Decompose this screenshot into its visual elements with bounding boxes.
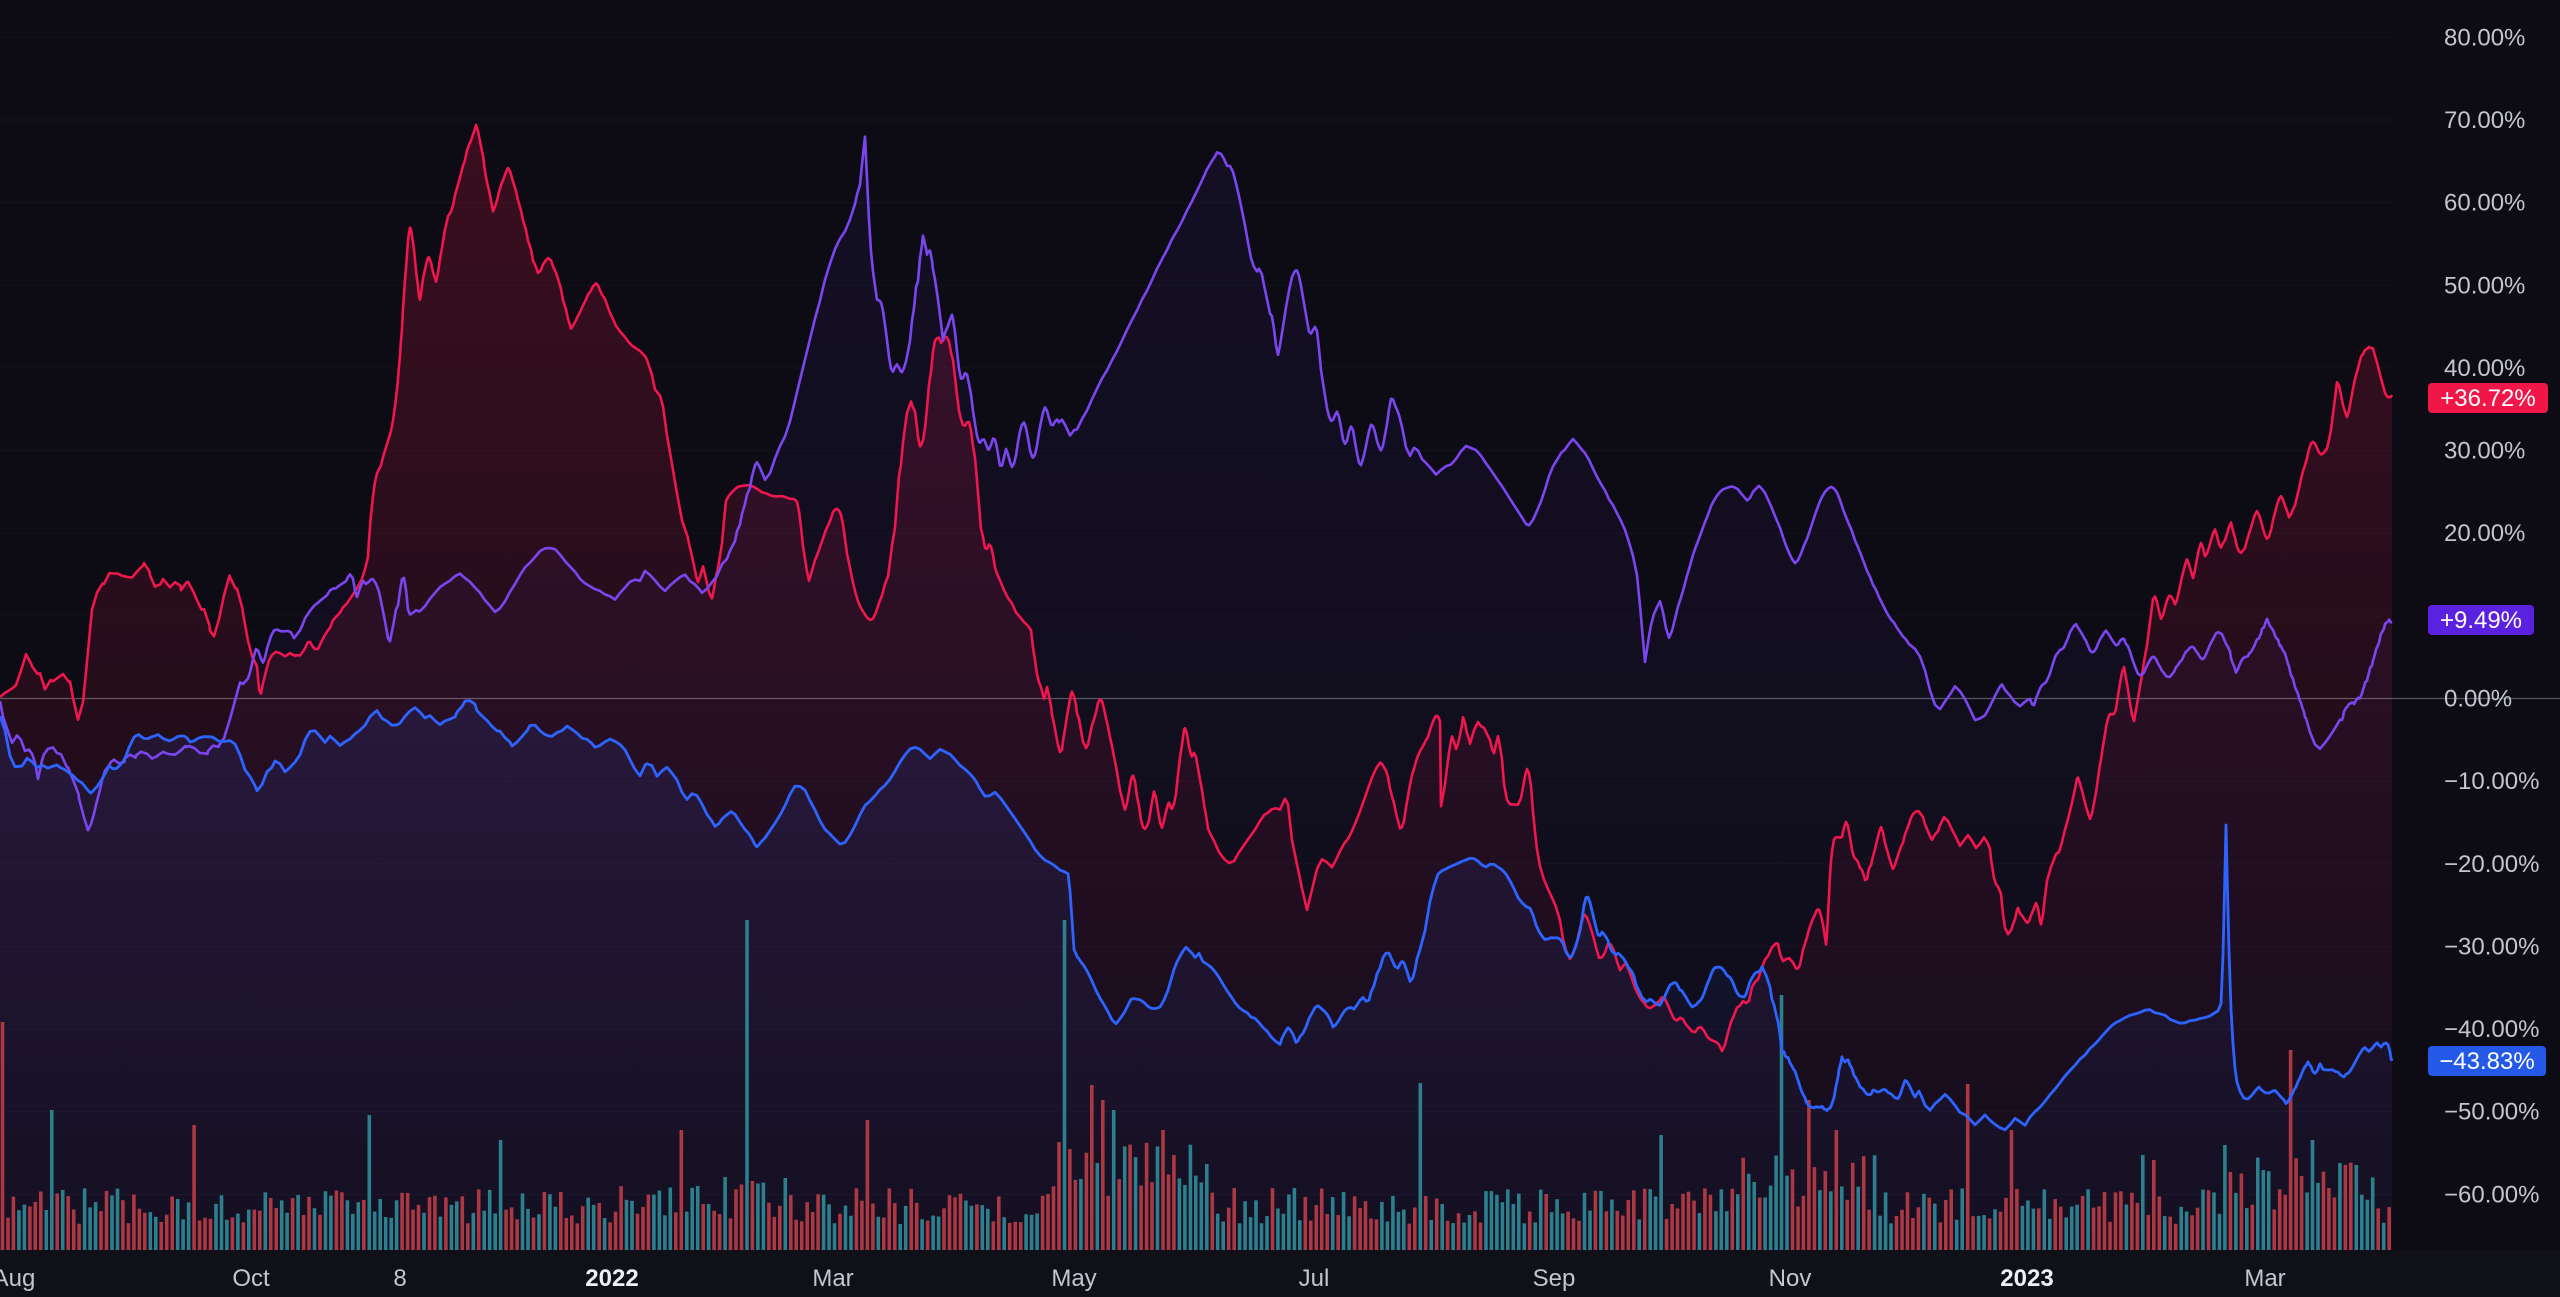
svg-text:Oct: Oct: [232, 1265, 270, 1292]
svg-text:−60.00%: −60.00%: [2444, 1181, 2539, 1208]
svg-text:8: 8: [393, 1265, 406, 1292]
svg-text:2022: 2022: [585, 1265, 638, 1292]
svg-text:−50.00%: −50.00%: [2444, 1099, 2539, 1126]
svg-text:Sep: Sep: [1533, 1265, 1576, 1292]
svg-text:30.00%: 30.00%: [2444, 438, 2525, 465]
svg-text:−10.00%: −10.00%: [2444, 768, 2539, 795]
svg-text:−43.83%: −43.83%: [2439, 1048, 2534, 1075]
svg-text:+36.72%: +36.72%: [2440, 385, 2535, 412]
svg-text:2023: 2023: [2000, 1265, 2053, 1292]
svg-text:−40.00%: −40.00%: [2444, 1016, 2539, 1043]
svg-text:−30.00%: −30.00%: [2444, 933, 2539, 960]
svg-text:−20.00%: −20.00%: [2444, 851, 2539, 878]
svg-text:+9.49%: +9.49%: [2440, 607, 2522, 634]
svg-text:Mar: Mar: [2244, 1265, 2285, 1292]
svg-text:50.00%: 50.00%: [2444, 272, 2525, 299]
svg-text:Nov: Nov: [1769, 1265, 1812, 1292]
svg-text:Jul: Jul: [1299, 1265, 1330, 1292]
svg-text:40.00%: 40.00%: [2444, 355, 2525, 382]
svg-text:Aug: Aug: [0, 1265, 35, 1292]
svg-text:May: May: [1051, 1265, 1096, 1292]
svg-text:20.00%: 20.00%: [2444, 520, 2525, 547]
svg-text:60.00%: 60.00%: [2444, 190, 2525, 217]
svg-text:80.00%: 80.00%: [2444, 24, 2525, 51]
svg-text:Mar: Mar: [812, 1265, 853, 1292]
svg-text:70.00%: 70.00%: [2444, 107, 2525, 134]
svg-text:0.00%: 0.00%: [2444, 686, 2512, 713]
